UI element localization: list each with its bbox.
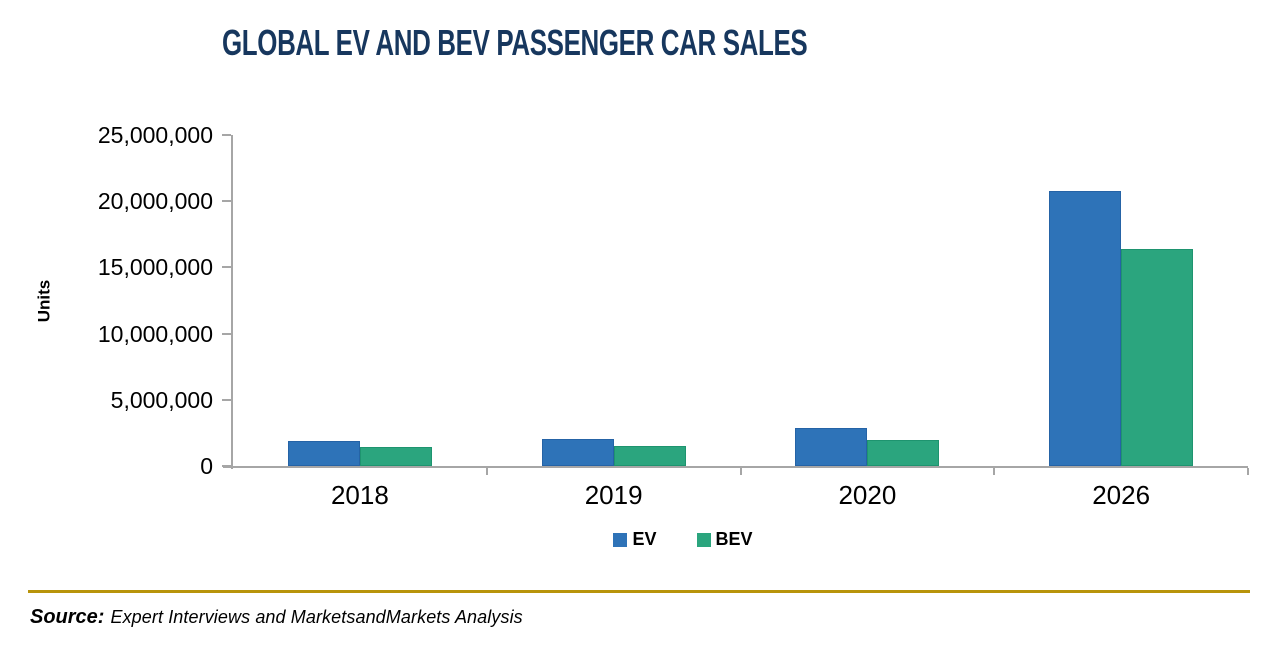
source-text: Expert Interviews and MarketsandMarkets … [110, 607, 523, 627]
y-axis-line [231, 135, 233, 469]
source-divider [28, 590, 1250, 593]
bar-bev-2026 [1121, 248, 1194, 466]
y-tick-label: 20,000,000 [97, 188, 213, 215]
legend-item-ev: EV [613, 529, 657, 550]
source-label: Source: [30, 606, 105, 628]
bar-ev-2020 [795, 428, 868, 466]
x-axis-line [223, 466, 1248, 468]
y-axis-title: Units [26, 135, 62, 466]
y-tick-label: 10,000,000 [97, 320, 213, 347]
y-tick [222, 266, 231, 269]
x-boundary-tick [485, 468, 488, 475]
bar-ev-2018 [287, 440, 360, 466]
y-tick [222, 332, 231, 335]
x-boundary-tick [993, 468, 996, 475]
y-tick-label: 15,000,000 [97, 254, 213, 281]
y-tick-label: 5,000,000 [110, 386, 213, 413]
plot-area: 0 5,000,000 10,000,000 15,000,000 20,000,000… [98, 122, 1249, 510]
legend-label-ev: EV [632, 529, 657, 549]
bar-ev-2019 [541, 438, 614, 466]
source-line: Source: Expert Interviews and MarketsandM… [30, 606, 523, 629]
bar-bev-2019 [613, 446, 686, 466]
x-tick-label: 2019 [584, 480, 643, 510]
y-tick [222, 465, 231, 467]
legend: EV BEV [233, 529, 1133, 550]
y-axis-title-text: Units [34, 279, 53, 322]
x-tick-label: 2020 [838, 480, 897, 510]
x-tick-label: 2018 [330, 480, 389, 510]
y-tick-label: 0 [200, 453, 213, 479]
x-tick-label: 2026 [1092, 480, 1151, 510]
legend-swatch-ev [613, 532, 628, 547]
legend-item-bev: BEV [696, 529, 753, 550]
y-tick [222, 134, 231, 136]
bar-ev-2026 [1049, 190, 1122, 466]
y-tick-label: 25,000,000 [97, 122, 213, 148]
bar-bev-2018 [359, 447, 432, 466]
y-tick [222, 200, 231, 203]
x-boundary-tick [739, 468, 742, 475]
y-tick [222, 398, 231, 401]
legend-swatch-bev [696, 532, 711, 547]
x-boundary-tick [1247, 468, 1249, 475]
bar-bev-2020 [867, 440, 940, 466]
legend-label-bev: BEV [715, 529, 753, 549]
chart-title: GLOBAL EV AND BEV PASSENGER CAR SALES [222, 22, 808, 63]
